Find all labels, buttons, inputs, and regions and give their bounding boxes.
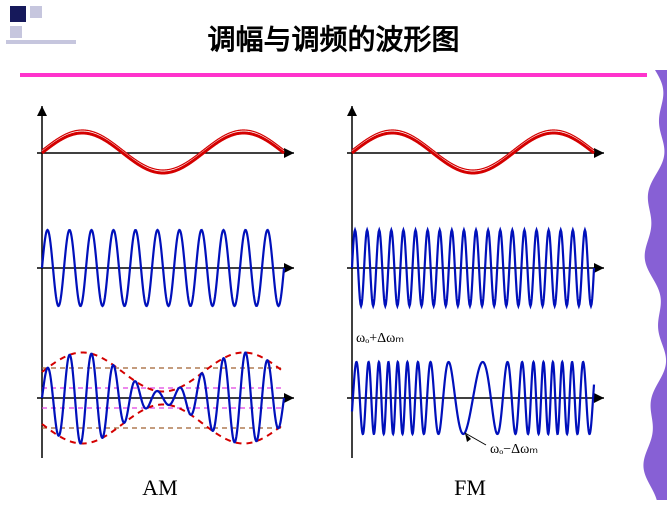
- corner-deco: [0, 0, 90, 55]
- right-ribbon: [637, 70, 667, 500]
- am-svg: [20, 98, 300, 468]
- page-title: 调幅与调频的波形图: [0, 18, 667, 58]
- title-area: 调幅与调频的波形图: [0, 0, 667, 58]
- am-panel: AM: [20, 98, 300, 501]
- am-label: AM: [20, 475, 300, 501]
- panels: AM ωₒ+Δωₘ ωₒ−Δωₘ FM: [0, 84, 667, 501]
- divider: [20, 66, 647, 84]
- fm-svg: ωₒ+Δωₘ ωₒ−Δωₘ: [330, 98, 610, 468]
- fm-panel: ωₒ+Δωₘ ωₒ−Δωₘ FM: [330, 98, 610, 501]
- svg-text:ωₒ−Δωₘ: ωₒ−Δωₘ: [490, 442, 538, 457]
- svg-text:ωₒ+Δωₘ: ωₒ+Δωₘ: [356, 331, 404, 346]
- fm-label: FM: [330, 475, 610, 501]
